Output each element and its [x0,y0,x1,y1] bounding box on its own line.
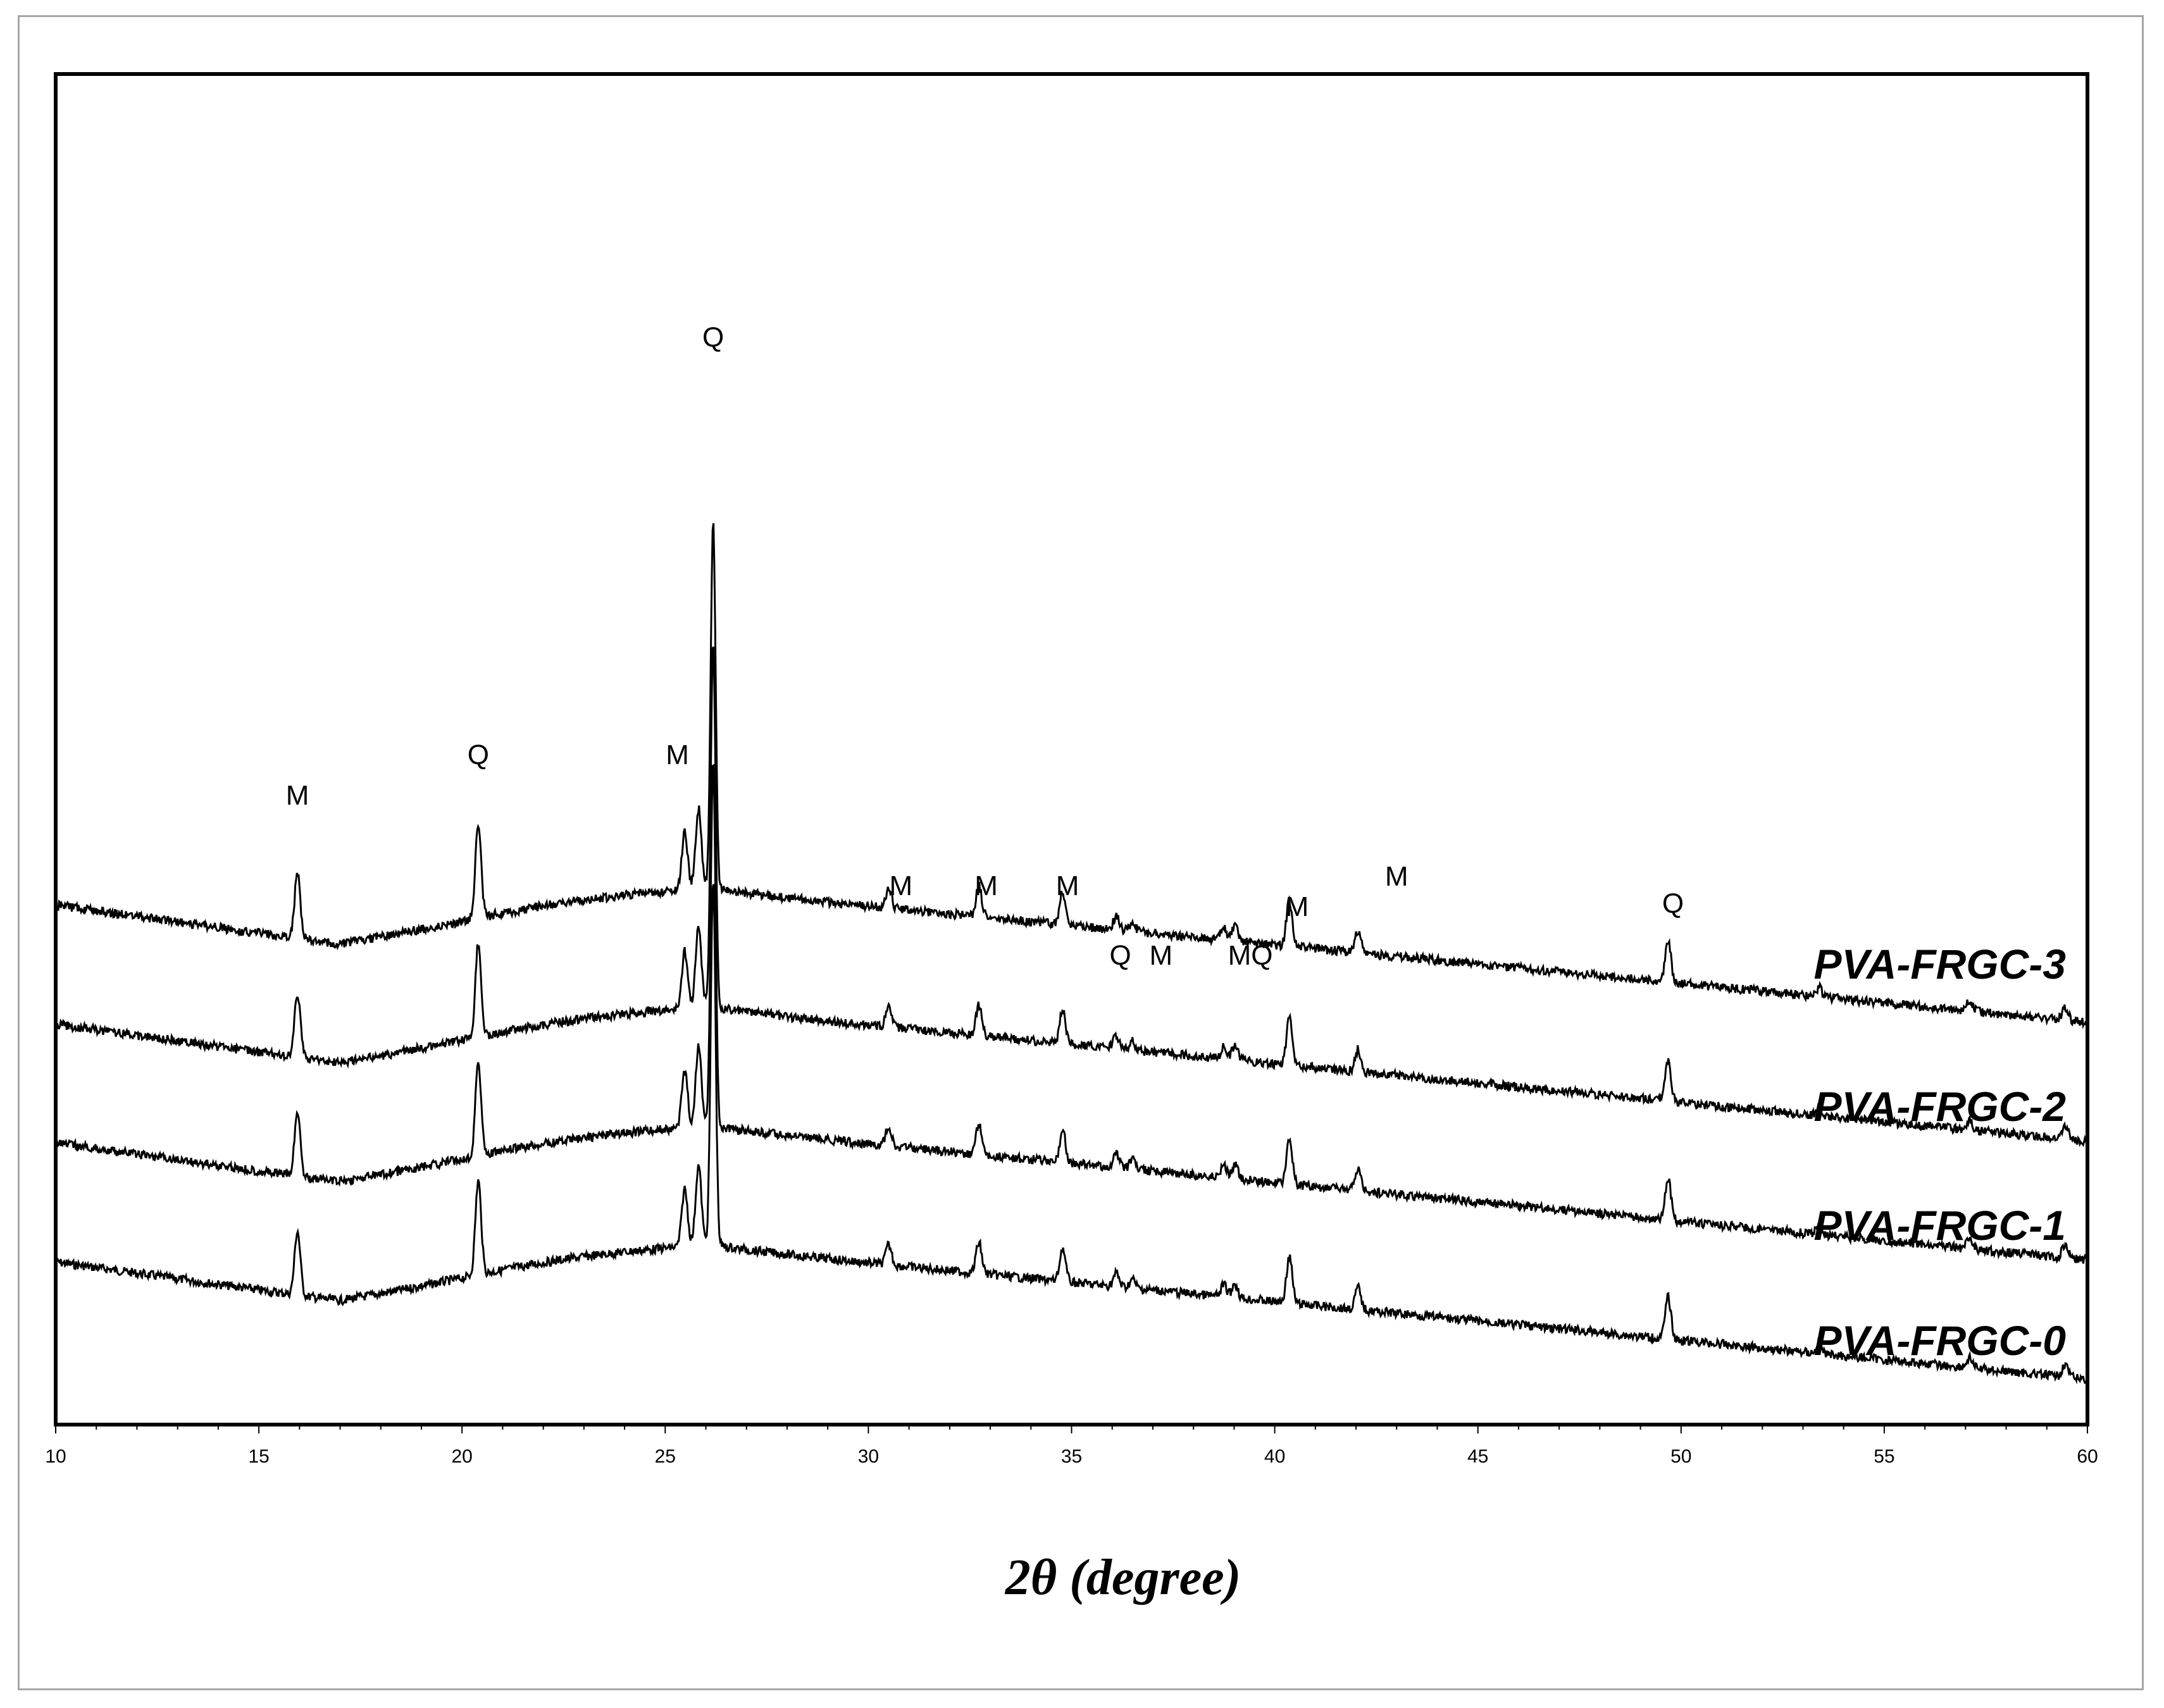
peak-label: Q [468,740,489,770]
peak-label: MQ [1228,940,1273,971]
peak-label: M [889,870,912,901]
peak-label: M [666,740,689,770]
x-tick-label: 55 [1874,1446,1894,1467]
series-label-pva-frgc-1: PVA-FRGC-1 [1814,1202,2066,1249]
x-tick-label: 10 [45,1446,66,1467]
x-tick-label: 25 [655,1446,676,1467]
x-tick-label: 15 [248,1446,269,1467]
x-tick-label: 30 [858,1446,879,1467]
x-axis: 10 15 20 25 30 35 40 45 50 55 60 [45,1425,2098,1467]
series-label-pva-frgc-2: PVA-FRGC-2 [1814,1083,2067,1130]
x-tick-label: 35 [1061,1446,1082,1467]
series-line-pva-frgc-1 [54,764,2088,1265]
x-axis-title: 2θ (degree) [1005,1550,1241,1606]
x-tick-label: 50 [1670,1446,1691,1467]
plot-area [54,72,2089,1426]
series-line-pva-frgc-2 [54,646,2089,1148]
series-line-pva-frgc-3 [54,523,2089,1029]
x-tick-label: 60 [2077,1446,2098,1467]
series-label-pva-frgc-3: PVA-FRGC-3 [1814,941,2066,987]
x-tick-label: 45 [1467,1446,1488,1467]
peak-label: Q [702,322,724,353]
peak-label: M [1286,891,1309,922]
peak-label: M [974,870,998,901]
series-label-pva-frgc-0: PVA-FRGC-0 [1814,1317,2067,1364]
peak-label: M [1149,940,1172,971]
series-labels: PVA-FRGC-0 PVA-FRGC-1 PVA-FRGC-2 PVA-FRGC-3 [1814,941,2067,1364]
x-tick-label: 40 [1264,1446,1285,1467]
series-line-pva-frgc-0 [55,884,2089,1385]
peak-label: M [1385,861,1408,892]
peak-label: Q [1662,888,1684,919]
chart-frame [18,15,2144,1690]
peak-label: Q [1109,940,1131,971]
peak-label: M [1056,870,1079,901]
traces [54,523,2089,1385]
peak-label: M [286,780,309,811]
x-tick-label: 20 [452,1446,473,1467]
